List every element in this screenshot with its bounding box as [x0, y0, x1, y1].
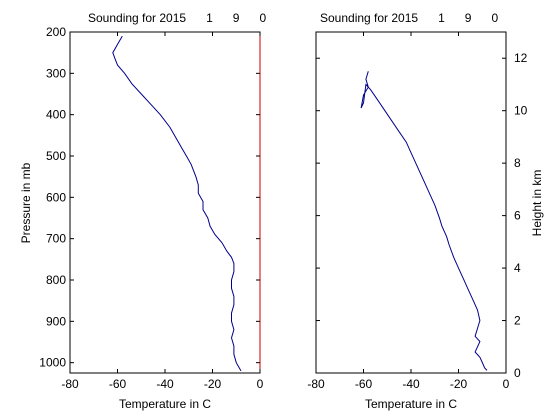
y-tick-label: 200 [46, 25, 66, 39]
y-tick-label: 10 [514, 104, 528, 118]
y-tick-label: 500 [46, 149, 66, 163]
temperature-profile-line [360, 71, 488, 371]
y-tick-label: 1000 [39, 356, 66, 370]
x-tick-label: -60 [109, 377, 127, 391]
x-axis-label: Temperature in C [119, 397, 211, 411]
x-tick-label: 0 [503, 377, 510, 391]
temperature-profile-line [112, 35, 242, 372]
y-tick-label: 6 [514, 209, 521, 223]
y-tick-label: 900 [46, 314, 66, 328]
x-tick-label: -40 [156, 377, 174, 391]
tick-group: -80 -60 -40 -20 00 2 4 6 8 10 12 [307, 32, 528, 391]
y-tick-label: 12 [514, 51, 528, 65]
x-tick-label: -60 [355, 377, 373, 391]
plot-frame [315, 31, 507, 374]
x-tick-label: -80 [61, 377, 79, 391]
y-tick-label: 600 [46, 190, 66, 204]
y-tick-label: 4 [514, 261, 521, 275]
y-tick-label: 300 [46, 66, 66, 80]
y-tick-label: 8 [514, 156, 521, 170]
x-tick-label: -40 [402, 377, 420, 391]
x-tick-label: -20 [204, 377, 222, 391]
tick-group: -80 -60 -40 -20 0 200 300 400 500 600 700 800 900 100… [39, 25, 263, 391]
y-tick-label: 0 [514, 366, 521, 380]
y-tick-label: 800 [46, 273, 66, 287]
pressure-temperature-chart: -80 -60 -40 -20 0 200 300 400 500 600 700 800 900 100… [19, 11, 266, 411]
y-axis-label: Pressure in mb [19, 162, 33, 243]
x-tick-label: -20 [450, 377, 468, 391]
chart-title: Sounding for 2015 1 9 0 [88, 11, 266, 25]
chart-title: Sounding for 2015 1 9 0 [320, 11, 498, 25]
y-tick-label: 700 [46, 232, 66, 246]
x-axis-label: Temperature in C [365, 397, 457, 411]
plot-frame [69, 31, 261, 374]
y-tick-label: 2 [514, 314, 521, 328]
y-axis-label: Height in km [530, 170, 544, 237]
y-tick-label: 400 [46, 108, 66, 122]
x-tick-label: 0 [257, 377, 264, 391]
height-temperature-chart: -80 -60 -40 -20 00 2 4 6 8 10 12 Sounding for 2015… [307, 11, 544, 411]
x-tick-label: -80 [307, 377, 325, 391]
